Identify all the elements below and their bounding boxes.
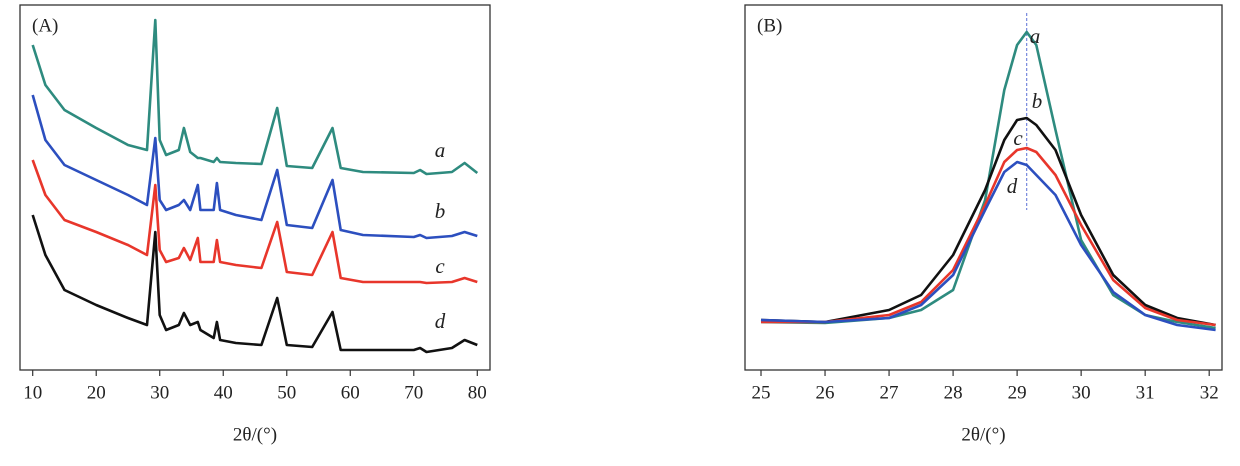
x-tick-label: 10	[23, 382, 42, 403]
plot-frame	[744, 4, 1223, 371]
data-line	[31, 159, 478, 285]
series-label: c	[435, 254, 445, 278]
x-tick-label: 50	[277, 382, 296, 403]
panel-title: (B)	[757, 15, 782, 36]
series-label: b	[435, 199, 446, 223]
x-tick-label: 80	[468, 382, 487, 403]
data-line	[31, 18, 479, 176]
data-line	[760, 160, 1216, 332]
x-tick-label: 20	[87, 382, 106, 403]
plot-frame	[19, 4, 491, 371]
data-line	[31, 94, 478, 240]
x-tick-label: 32	[1200, 382, 1219, 403]
x-tick-label: 26	[816, 382, 835, 403]
x-tick-label: 27	[880, 382, 899, 403]
series-label: d	[1007, 174, 1018, 198]
x-tick-label: 31	[1136, 382, 1155, 403]
series-label: b	[1032, 89, 1043, 113]
panel-title: (A)	[32, 15, 58, 36]
x-tick-label: 30	[150, 382, 169, 403]
data-line	[31, 214, 478, 354]
x-tick-label: 40	[214, 382, 233, 403]
series-label: c	[1013, 126, 1023, 150]
series-label: a	[435, 138, 446, 162]
series-label: a	[1030, 24, 1041, 48]
x-tick-label: 29	[1008, 382, 1027, 403]
x-axis-label: 2θ/(°)	[961, 424, 1005, 445]
x-tick-label: 25	[752, 382, 771, 403]
x-tick-label: 30	[1072, 382, 1091, 403]
x-axis-label: 2θ/(°)	[233, 424, 277, 445]
x-tick-label: 28	[944, 382, 963, 403]
data-line	[761, 146, 1216, 327]
series-label: d	[435, 309, 446, 333]
x-tick-label: 60	[341, 382, 360, 403]
x-tick-label: 70	[404, 382, 423, 403]
data-line	[760, 116, 1216, 327]
